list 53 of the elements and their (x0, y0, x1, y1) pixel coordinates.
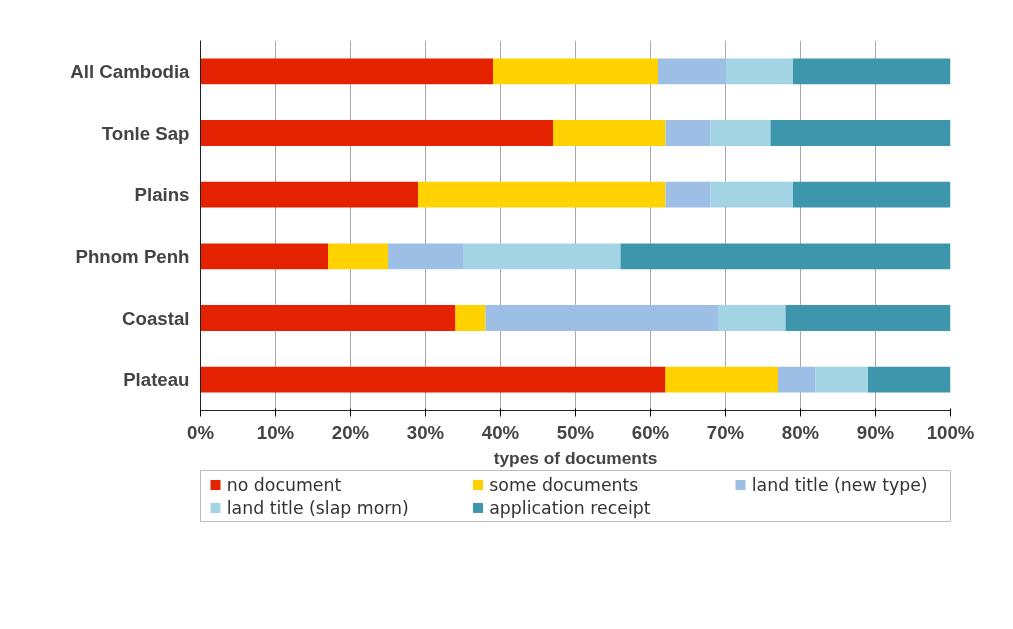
bar (620, 243, 951, 270)
bar (665, 366, 778, 393)
bar (770, 120, 951, 146)
x-tick-label: 50% (556, 421, 595, 443)
x-axis-title: types of documents (493, 447, 658, 468)
bar (785, 305, 951, 331)
bar (793, 181, 951, 208)
x-tick-label: 70% (706, 421, 745, 443)
bar (658, 58, 726, 85)
y-tick-label: Coastal (122, 307, 190, 329)
bar (665, 181, 711, 208)
bar (200, 305, 456, 331)
bar (665, 120, 711, 146)
bar (710, 181, 793, 208)
y-tick-label: Tonle Sap (101, 122, 190, 144)
x-tick-label: 60% (631, 421, 670, 443)
bar (200, 58, 493, 85)
x-tick-label: 90% (856, 421, 895, 443)
bar (200, 181, 418, 208)
legend-label: land title (slap morn) (226, 497, 409, 518)
bar (455, 305, 486, 331)
y-tick-label: Phnom Penh (75, 245, 190, 267)
bar (328, 243, 388, 270)
legend-label: application receipt (489, 497, 651, 518)
bar (418, 181, 666, 208)
legend-label: no document (226, 475, 342, 496)
bar (463, 243, 621, 270)
bar (485, 305, 718, 331)
bar (200, 366, 666, 393)
y-tick-label: Plains (134, 184, 190, 206)
x-tick-label: 80% (781, 421, 820, 443)
bar (868, 366, 951, 393)
bar (815, 366, 868, 393)
bar (200, 120, 553, 146)
bar (200, 243, 328, 270)
bar (725, 58, 793, 85)
x-tick-label: 10% (256, 421, 295, 443)
bar (718, 305, 786, 331)
bar (778, 366, 816, 393)
x-tick-label: 100% (926, 421, 975, 443)
bar (710, 120, 771, 146)
legend-label: some documents (489, 475, 639, 496)
x-tick-label: 20% (331, 421, 370, 443)
y-tick-label: All Cambodia (70, 60, 191, 82)
x-tick-label: 30% (406, 421, 445, 443)
x-tick-label: 0% (187, 421, 215, 443)
bar (793, 58, 951, 85)
legend-label: land title (new type) (751, 475, 928, 496)
x-tick-label: 40% (481, 421, 520, 443)
bar (553, 120, 666, 146)
bar (388, 243, 463, 270)
bar (493, 58, 658, 85)
y-tick-label: Plateau (123, 369, 190, 391)
